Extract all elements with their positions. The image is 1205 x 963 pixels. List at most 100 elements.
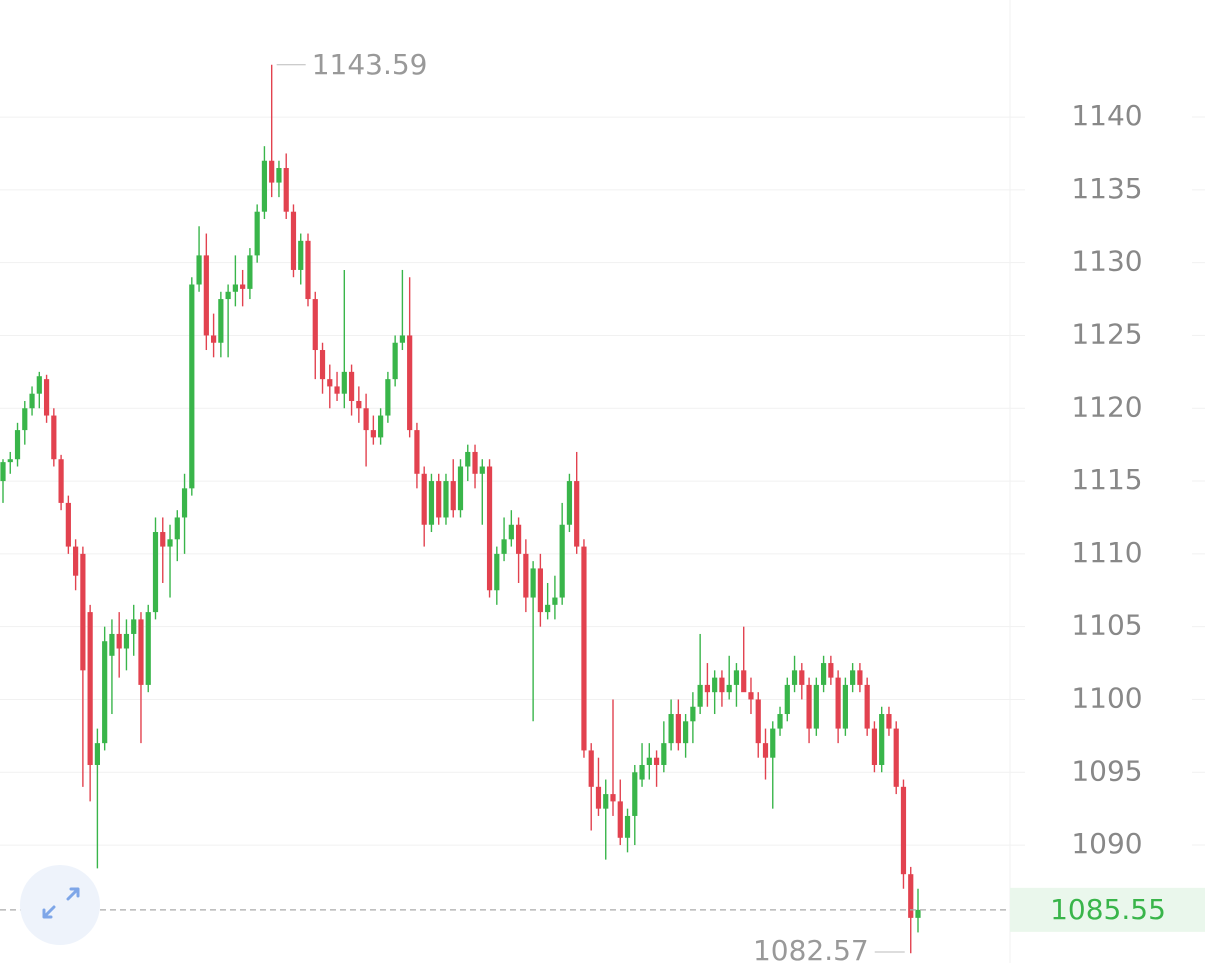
grid: 1090 1095 1100 1105 1110 1115 1120 1125 1130 1135… [0,99,1205,860]
y-tick-label: 1135 [1071,172,1142,205]
candle-body [247,255,253,289]
candle-body [755,699,761,744]
candle-body [813,684,819,729]
candle-body [407,335,413,431]
candle-body [334,386,340,394]
candle-body [138,619,144,685]
expand-circle[interactable] [20,865,100,945]
candle-body [436,481,442,518]
candle-body [196,255,202,285]
candle-body [566,481,573,525]
candle-body [632,772,638,816]
candle-body [617,801,623,838]
candle-body [806,684,812,729]
candle-body [864,684,870,729]
candle-body [385,379,391,416]
candle-body [87,612,93,765]
candle-body [145,612,151,685]
candle-body [116,633,122,649]
candle-body [457,466,464,511]
candle-body [523,553,529,598]
candle-body [80,553,86,671]
candle-body [545,604,551,613]
candle-body [283,168,289,212]
candle-body [799,670,805,685]
candle-body [472,451,478,474]
candle-body [167,539,173,547]
candle-body [820,663,827,685]
candle-body [43,379,50,416]
candle-body [501,539,507,554]
candle-body [428,481,435,525]
candle-body [22,408,28,431]
candle-body [479,466,485,474]
candle-body [886,714,892,729]
annotations: 1143.59 1082.57 1085.55 [0,48,1205,963]
candle-body [559,524,565,598]
candle-body [508,524,514,540]
candle-body [908,874,914,918]
candle-body [341,371,347,394]
candle-body [515,524,522,554]
candle-body [399,335,406,343]
candle-body [73,546,79,576]
candle-body [791,670,798,685]
candle-body [646,757,652,765]
y-tick-label: 1130 [1071,245,1142,278]
candle-body [421,473,427,525]
y-tick-label: 1140 [1071,99,1142,132]
expand-button[interactable] [20,865,100,945]
high-label: 1143.59 [312,48,428,81]
last-price-label: 1085.55 [1050,893,1166,926]
candle-body [603,794,609,809]
candle-body [850,670,856,685]
candle-body [639,764,645,780]
candle-body [610,794,616,802]
candle-body [218,299,224,343]
candle-body [595,786,602,809]
candle-body [327,379,333,387]
candle-body [857,670,863,685]
candle-body [319,350,326,380]
candle-body [842,684,848,729]
candle-body [58,459,64,503]
low-label: 1082.57 [753,934,869,963]
candle-body [712,677,718,693]
candle-body [443,481,449,518]
candle-body [0,462,6,482]
candle-body [189,284,195,489]
candle-body [290,211,297,270]
candle-body [109,633,115,656]
candle-body [784,684,790,715]
candle-body [726,684,732,693]
candle-body [675,714,681,744]
candle-body [269,160,275,183]
candle-body [690,706,696,722]
candle-body [94,743,101,765]
candle-body [232,284,238,292]
candle-body [668,714,674,744]
candle-body [29,393,35,409]
candle-body [370,430,376,438]
candle-body [312,299,318,351]
candle-body [893,728,899,787]
candle-body [900,786,907,875]
candle-body [588,750,594,787]
candle-body [174,517,180,540]
candle-body [762,743,769,758]
y-tick-label: 1110 [1071,536,1142,569]
candle-body [298,240,304,270]
expand-icon[interactable] [42,887,80,919]
candle-body [363,408,369,431]
candle-body [203,255,209,336]
candle-body [356,400,362,409]
candle-body [181,488,188,518]
candle-body [7,459,13,463]
candle-body [574,481,580,547]
candle-body [51,415,57,460]
candle-body [254,211,260,256]
y-tick-label: 1090 [1071,827,1142,860]
candle-body [392,342,398,380]
candle-body [879,714,885,765]
